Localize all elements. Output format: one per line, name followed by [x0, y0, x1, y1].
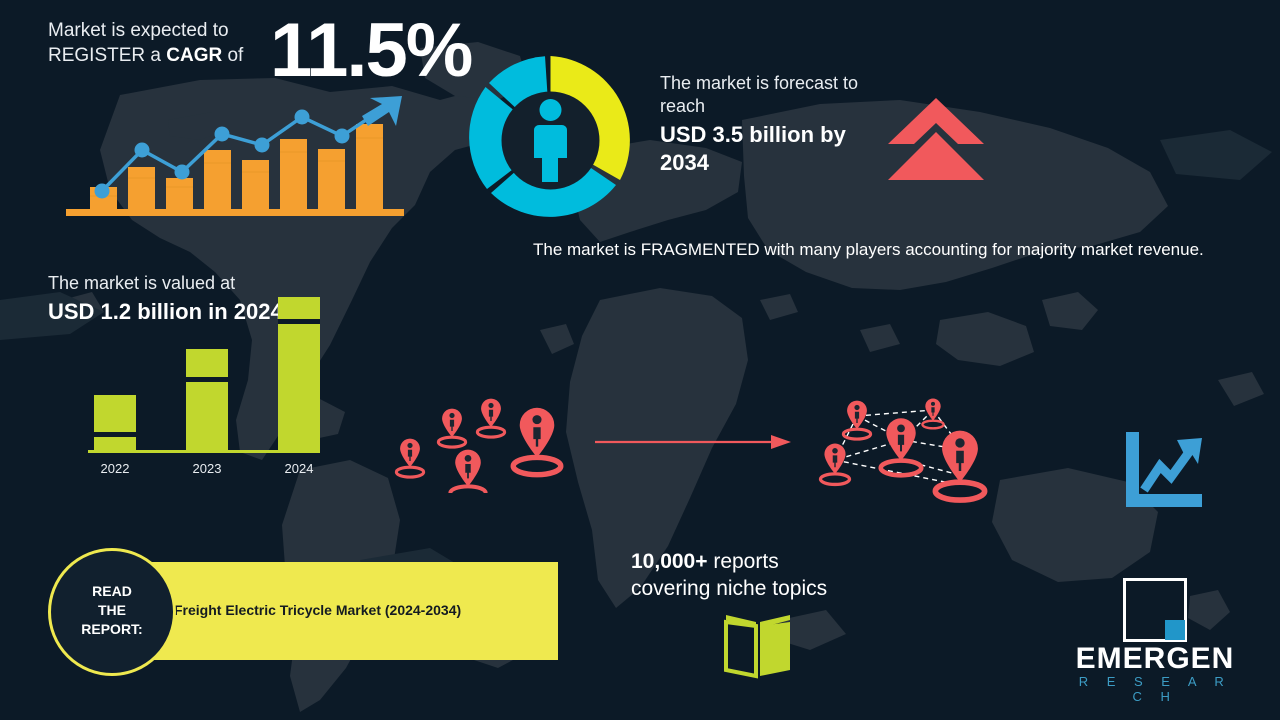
map-pin-icon	[513, 408, 561, 475]
report-banner-title: Freight Electric Tricycle Market (2024-2…	[174, 602, 462, 618]
bar-2024	[278, 297, 320, 452]
pin-cluster-right-network	[818, 397, 1015, 503]
market-value-label: The market is valued at	[48, 273, 236, 293]
map-pin-icon	[450, 450, 485, 493]
map-pin-icon	[436, 407, 468, 449]
x-label-2024: 2024	[284, 461, 314, 476]
cagr-label-line1: Market is expected to	[48, 20, 229, 41]
forecast-block: The market is forecast to reach USD 3.5 …	[660, 72, 900, 177]
reports-count-block: 10,000+ reports covering niche topics	[631, 548, 911, 602]
cagr-label-line2-post: of	[222, 45, 244, 66]
person-icon	[534, 99, 567, 182]
map-pin-icon	[921, 397, 945, 430]
map-pin-icon	[475, 397, 507, 439]
map-pin-icon	[394, 437, 426, 479]
pin-cluster-left	[394, 397, 585, 493]
map-pin-icon	[881, 418, 921, 475]
open-book-icon	[724, 615, 790, 679]
bar-2022	[94, 395, 136, 452]
logo-accent-block	[1165, 620, 1185, 640]
x-label-2022: 2022	[100, 461, 130, 476]
reports-count-suffix: reports	[707, 550, 779, 573]
growth-trend-bar-chart	[66, 96, 404, 216]
market-value-amount: USD 1.2 billion in 2024	[48, 299, 283, 324]
transition-arrow	[595, 435, 791, 449]
read-the-report-badge[interactable]: READ THE REPORT:	[48, 548, 176, 676]
badge-line-1: READ	[92, 583, 132, 599]
cagr-label: Market is expected to REGISTER a CAGR of	[48, 18, 278, 68]
map-pin-icon	[935, 431, 984, 500]
emergen-research-logo: EMERGEN R E S E A R C H	[1065, 578, 1245, 704]
logo-wordmark: EMERGEN	[1075, 642, 1235, 675]
badge-line-2: THE	[98, 602, 126, 618]
reports-count-value: 10,000+	[631, 550, 708, 573]
logo-square-icon	[1123, 578, 1187, 642]
forecast-value: USD 3.5 billion by 2034	[660, 122, 846, 175]
market-value-block: The market is valued at USD 1.2 billion …	[48, 272, 308, 326]
x-label-2023: 2023	[192, 461, 222, 476]
cagr-block: Market is expected to REGISTER a CAGR of…	[48, 13, 473, 89]
cagr-label-bold: CAGR	[166, 45, 223, 66]
bar-2023	[186, 349, 228, 452]
line-chart-icon	[1126, 432, 1202, 507]
logo-subtitle: R E S E A R C H	[1078, 674, 1232, 704]
market-value-bar-chart: 2022 2023 2024	[88, 295, 328, 480]
chart-baseline	[88, 450, 320, 453]
cagr-value: 11.5%	[270, 8, 473, 93]
market-share-donut	[469, 56, 630, 217]
map-pin-icon	[818, 441, 852, 487]
reports-count-subline: covering niche topics	[631, 577, 828, 600]
map-pin-icon	[841, 399, 873, 441]
fragmented-statement: The market is FRAGMENTED with many playe…	[533, 240, 1204, 259]
badge-line-3: REPORT:	[81, 621, 143, 637]
double-chevron-up-icon	[888, 98, 984, 180]
report-banner[interactable]: Freight Electric Tricycle Market (2024-2…	[128, 562, 558, 660]
reports-count-line: 10,000+ reports	[631, 548, 911, 575]
cagr-label-line2-pre: REGISTER a	[48, 45, 167, 66]
forecast-label: The market is forecast to reach	[660, 73, 859, 116]
read-the-report-label: READ THE REPORT:	[51, 582, 173, 639]
